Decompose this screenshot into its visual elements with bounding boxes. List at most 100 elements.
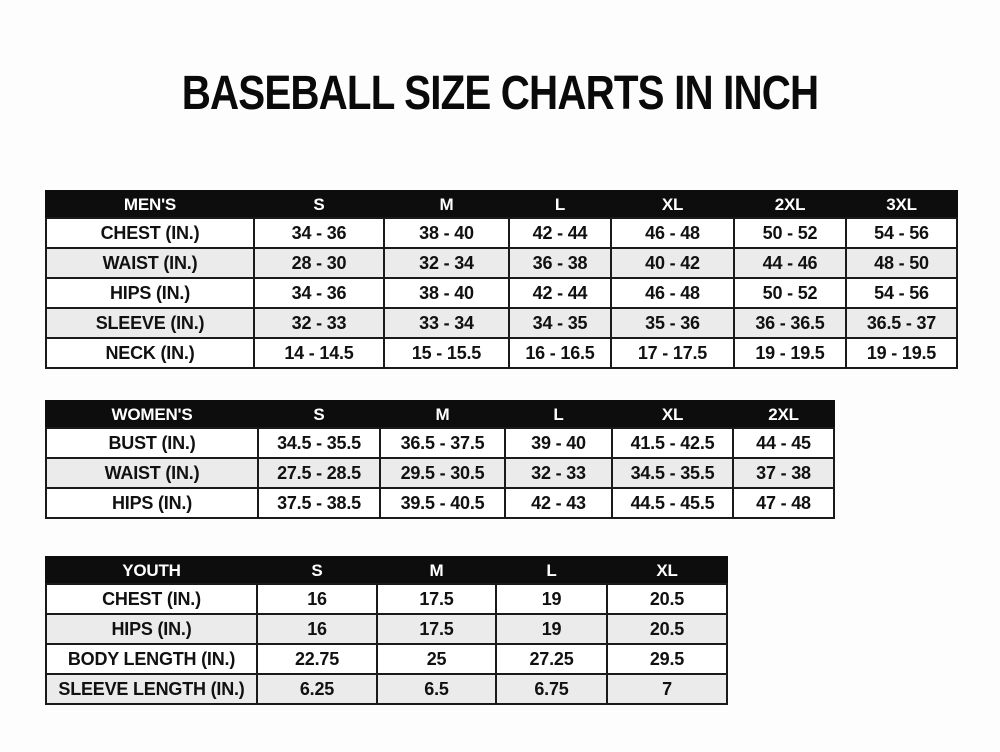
mens-group-label: MEN'S (45, 190, 255, 219)
size-value-cell: 19 (495, 583, 608, 615)
womens-header-row: WOMEN'S S M L XL 2XL (45, 400, 835, 429)
size-value-cell: 34 - 36 (253, 217, 385, 249)
measurement-row-label: WAIST (IN.) (45, 457, 259, 489)
size-value-cell: 17.5 (376, 583, 497, 615)
size-value-cell: 34 - 35 (508, 307, 612, 339)
mens-size-column-header: M (383, 190, 510, 219)
size-value-cell: 16 (256, 613, 378, 645)
size-value-cell: 17.5 (376, 613, 497, 645)
size-value-cell: 42 - 44 (508, 217, 612, 249)
measurement-row-label: CHEST (IN.) (45, 217, 255, 249)
mens-table-row: CHEST (IN.) 34 - 36 38 - 40 42 - 44 46 - 48 5… (45, 217, 958, 249)
size-value-cell: 39.5 - 40.5 (379, 487, 506, 519)
mens-table-row: NECK (IN.) 14 - 14.5 15 - 15.5 16 - 16.5 17 … (45, 337, 958, 369)
size-value-cell: 15 - 15.5 (383, 337, 510, 369)
measurement-row-label: WAIST (IN.) (45, 247, 255, 279)
size-value-cell: 19 (495, 613, 608, 645)
size-value-cell: 36 - 38 (508, 247, 612, 279)
size-value-cell: 33 - 34 (383, 307, 510, 339)
size-value-cell: 36.5 - 37.5 (379, 427, 506, 459)
size-value-cell: 46 - 48 (610, 217, 735, 249)
womens-size-table: WOMEN'S S M L XL 2XL BUST (IN.) 34.5 - 35.5 36.… (45, 400, 835, 519)
size-value-cell: 44 - 45 (732, 427, 835, 459)
mens-table-row: WAIST (IN.) 28 - 30 32 - 34 36 - 38 40 - 42 4… (45, 247, 958, 279)
youth-table-row: BODY LENGTH (IN.) 22.75 25 27.25 29.5 (45, 643, 728, 675)
mens-size-column-header: 3XL (845, 190, 958, 219)
size-value-cell: 48 - 50 (845, 247, 958, 279)
size-value-cell: 27.25 (495, 643, 608, 675)
measurement-row-label: BODY LENGTH (IN.) (45, 643, 258, 675)
womens-size-column-header: 2XL (732, 400, 835, 429)
mens-size-column-header: L (508, 190, 612, 219)
size-value-cell: 36 - 36.5 (733, 307, 847, 339)
mens-size-column-header: S (253, 190, 385, 219)
size-value-cell: 17 - 17.5 (610, 337, 735, 369)
mens-size-column-header: XL (610, 190, 735, 219)
womens-table-row: BUST (IN.) 34.5 - 35.5 36.5 - 37.5 39 - 40 4… (45, 427, 835, 459)
youth-size-column-header: XL (606, 556, 728, 585)
size-value-cell: 54 - 56 (845, 217, 958, 249)
size-value-cell: 35 - 36 (610, 307, 735, 339)
size-value-cell: 32 - 33 (253, 307, 385, 339)
measurement-row-label: CHEST (IN.) (45, 583, 258, 615)
womens-table-header: WOMEN'S S M L XL 2XL (45, 400, 835, 429)
size-value-cell: 6.25 (256, 673, 378, 705)
mens-table-row: HIPS (IN.) 34 - 36 38 - 40 42 - 44 46 - 48 50… (45, 277, 958, 309)
mens-table-row: SLEEVE (IN.) 32 - 33 33 - 34 34 - 35 35 - 36… (45, 307, 958, 339)
size-value-cell: 32 - 34 (383, 247, 510, 279)
size-value-cell: 16 - 16.5 (508, 337, 612, 369)
size-value-cell: 50 - 52 (733, 217, 847, 249)
youth-table-header: YOUTH S M L XL (45, 556, 728, 585)
youth-table-row: HIPS (IN.) 16 17.5 19 20.5 (45, 613, 728, 645)
measurement-row-label: NECK (IN.) (45, 337, 255, 369)
size-value-cell: 44.5 - 45.5 (611, 487, 734, 519)
size-value-cell: 34.5 - 35.5 (257, 427, 381, 459)
size-value-cell: 34.5 - 35.5 (611, 457, 734, 489)
size-value-cell: 42 - 44 (508, 277, 612, 309)
size-value-cell: 29.5 (606, 643, 728, 675)
size-value-cell: 46 - 48 (610, 277, 735, 309)
mens-size-table: MEN'S S M L XL 2XL 3XL CHEST (IN.) 34 - 36 38 - … (45, 190, 958, 369)
size-value-cell: 19 - 19.5 (845, 337, 958, 369)
size-value-cell: 50 - 52 (733, 277, 847, 309)
size-value-cell: 47 - 48 (732, 487, 835, 519)
size-value-cell: 6.5 (376, 673, 497, 705)
youth-size-column-header: L (495, 556, 608, 585)
size-value-cell: 37.5 - 38.5 (257, 487, 381, 519)
size-value-cell: 29.5 - 30.5 (379, 457, 506, 489)
womens-table-row: WAIST (IN.) 27.5 - 28.5 29.5 - 30.5 32 - 33… (45, 457, 835, 489)
size-value-cell: 20.5 (606, 583, 728, 615)
womens-group-label: WOMEN'S (45, 400, 259, 429)
page-title: BASEBALL SIZE CHARTS IN INCH (181, 67, 819, 120)
youth-group-label: YOUTH (45, 556, 258, 585)
size-value-cell: 28 - 30 (253, 247, 385, 279)
size-value-cell: 40 - 42 (610, 247, 735, 279)
size-value-cell: 7 (606, 673, 728, 705)
size-value-cell: 16 (256, 583, 378, 615)
size-value-cell: 44 - 46 (733, 247, 847, 279)
size-value-cell: 32 - 33 (504, 457, 613, 489)
womens-size-column-header: L (504, 400, 613, 429)
size-value-cell: 22.75 (256, 643, 378, 675)
measurement-row-label: BUST (IN.) (45, 427, 259, 459)
size-value-cell: 39 - 40 (504, 427, 613, 459)
womens-size-column-header: XL (611, 400, 734, 429)
youth-size-column-header: S (256, 556, 378, 585)
youth-table-body: CHEST (IN.) 16 17.5 19 20.5 HIPS (IN.) 16 17.5 1… (45, 583, 728, 705)
youth-header-row: YOUTH S M L XL (45, 556, 728, 585)
size-value-cell: 14 - 14.5 (253, 337, 385, 369)
womens-size-column-header: S (257, 400, 381, 429)
mens-size-column-header: 2XL (733, 190, 847, 219)
size-value-cell: 25 (376, 643, 497, 675)
mens-table-header: MEN'S S M L XL 2XL 3XL (45, 190, 958, 219)
size-value-cell: 37 - 38 (732, 457, 835, 489)
size-value-cell: 41.5 - 42.5 (611, 427, 734, 459)
size-value-cell: 27.5 - 28.5 (257, 457, 381, 489)
measurement-row-label: SLEEVE (IN.) (45, 307, 255, 339)
size-value-cell: 42 - 43 (504, 487, 613, 519)
size-value-cell: 20.5 (606, 613, 728, 645)
mens-header-row: MEN'S S M L XL 2XL 3XL (45, 190, 958, 219)
youth-table-row: SLEEVE LENGTH (IN.) 6.25 6.5 6.75 7 (45, 673, 728, 705)
size-value-cell: 19 - 19.5 (733, 337, 847, 369)
youth-table-row: CHEST (IN.) 16 17.5 19 20.5 (45, 583, 728, 615)
